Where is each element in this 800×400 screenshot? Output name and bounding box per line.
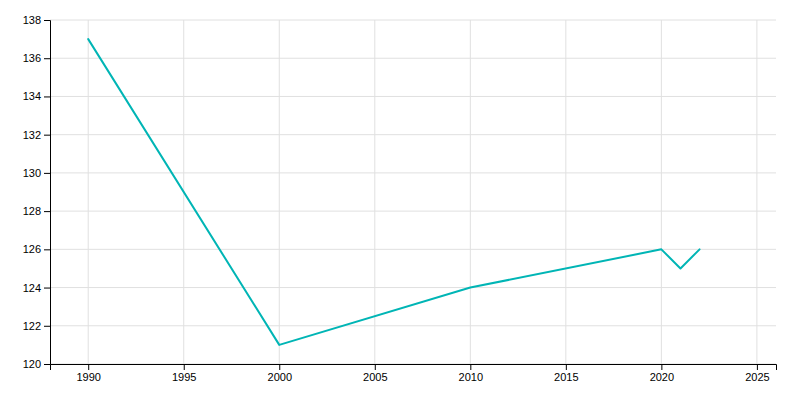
y-tick-label: 126	[23, 243, 41, 255]
y-tick-mark	[44, 173, 50, 174]
y-tick-mark	[44, 364, 50, 365]
y-tick-label: 134	[23, 90, 41, 102]
grid-line-x	[374, 20, 375, 364]
x-tick: 1990	[76, 364, 100, 383]
grid-line-y	[50, 249, 776, 250]
y-tick-mark	[44, 249, 50, 250]
x-tick-label: 1995	[172, 371, 196, 383]
y-tick-label: 130	[23, 167, 41, 179]
y-tick-mark	[44, 96, 50, 97]
x-tick: 2020	[650, 364, 674, 383]
x-tick: 2000	[268, 364, 292, 383]
y-tick-label: 124	[23, 282, 41, 294]
x-axis-line	[51, 365, 777, 371]
grid-line-x	[565, 20, 566, 364]
grid-line-y	[50, 172, 776, 173]
grid-line-y	[50, 134, 776, 135]
chart: 1990199520002005201020152020202512012212…	[0, 0, 800, 400]
x-tick-mark	[184, 364, 185, 370]
grid-line-y	[50, 325, 776, 326]
y-tick-label: 128	[23, 205, 41, 217]
grid-line-y	[50, 211, 776, 212]
y-tick: 130	[23, 167, 50, 179]
x-tick: 2025	[745, 364, 769, 383]
line	[88, 39, 699, 345]
x-tick-mark	[470, 364, 471, 370]
x-tick-label: 2020	[650, 371, 674, 383]
grid-line-y	[50, 96, 776, 97]
x-tick-mark	[757, 364, 758, 370]
y-tick-mark	[44, 135, 50, 136]
y-tick-mark	[44, 20, 50, 21]
y-axis: 120 122 124 126 128 130 132 134 136 138	[23, 14, 51, 370]
y-tick: 122	[23, 320, 50, 332]
y-tick-label: 122	[23, 320, 41, 332]
y-axis-line	[44, 21, 51, 365]
x-tick: 2015	[554, 364, 578, 383]
x-tick-label: 2010	[459, 371, 483, 383]
x-tick-label: 2000	[268, 371, 292, 383]
y-tick-label: 138	[23, 14, 41, 26]
x-tick-mark	[88, 364, 89, 370]
y-tick-label: 120	[23, 358, 41, 370]
y-tick-mark	[44, 288, 50, 289]
y-tick: 132	[23, 129, 50, 141]
grid	[50, 20, 776, 364]
y-tick: 128	[23, 205, 50, 217]
y-tick: 126	[23, 243, 50, 255]
x-axis: 1990 1995 2000 2005 2010 2015 2020 2025	[51, 364, 777, 383]
x-tick-label: 2005	[363, 371, 387, 383]
x-tick: 2005	[363, 364, 387, 383]
x-tick-mark	[566, 364, 567, 370]
plot-area: 1990199520002005201020152020202512012212…	[23, 14, 777, 383]
grid-line-y	[50, 287, 776, 288]
grid-line-y	[50, 20, 776, 21]
y-tick: 136	[23, 52, 50, 64]
grid-line-x	[88, 20, 89, 364]
y-tick: 124	[23, 282, 50, 294]
y-tick: 138	[23, 14, 50, 26]
grid-line-x	[756, 20, 757, 364]
x-tick-label: 2025	[745, 371, 769, 383]
y-tick: 120	[23, 358, 50, 370]
y-tick-mark	[44, 211, 50, 212]
y-tick-label: 136	[23, 52, 41, 64]
x-tick: 1995	[172, 364, 196, 383]
marks	[88, 39, 699, 345]
x-tick-mark	[661, 364, 662, 370]
y-tick-label: 132	[23, 129, 41, 141]
x-tick: 2010	[459, 364, 483, 383]
grid-line-y	[50, 58, 776, 59]
y-tick: 134	[23, 90, 50, 102]
grid-line-x	[661, 20, 662, 364]
x-tick-mark	[279, 364, 280, 370]
x-tick-label: 1990	[76, 371, 100, 383]
x-tick-mark	[375, 364, 376, 370]
y-tick-mark	[44, 58, 50, 59]
grid-line-x	[279, 20, 280, 364]
y-tick-mark	[44, 326, 50, 327]
x-tick-label: 2015	[554, 371, 578, 383]
grid-line-x	[470, 20, 471, 364]
